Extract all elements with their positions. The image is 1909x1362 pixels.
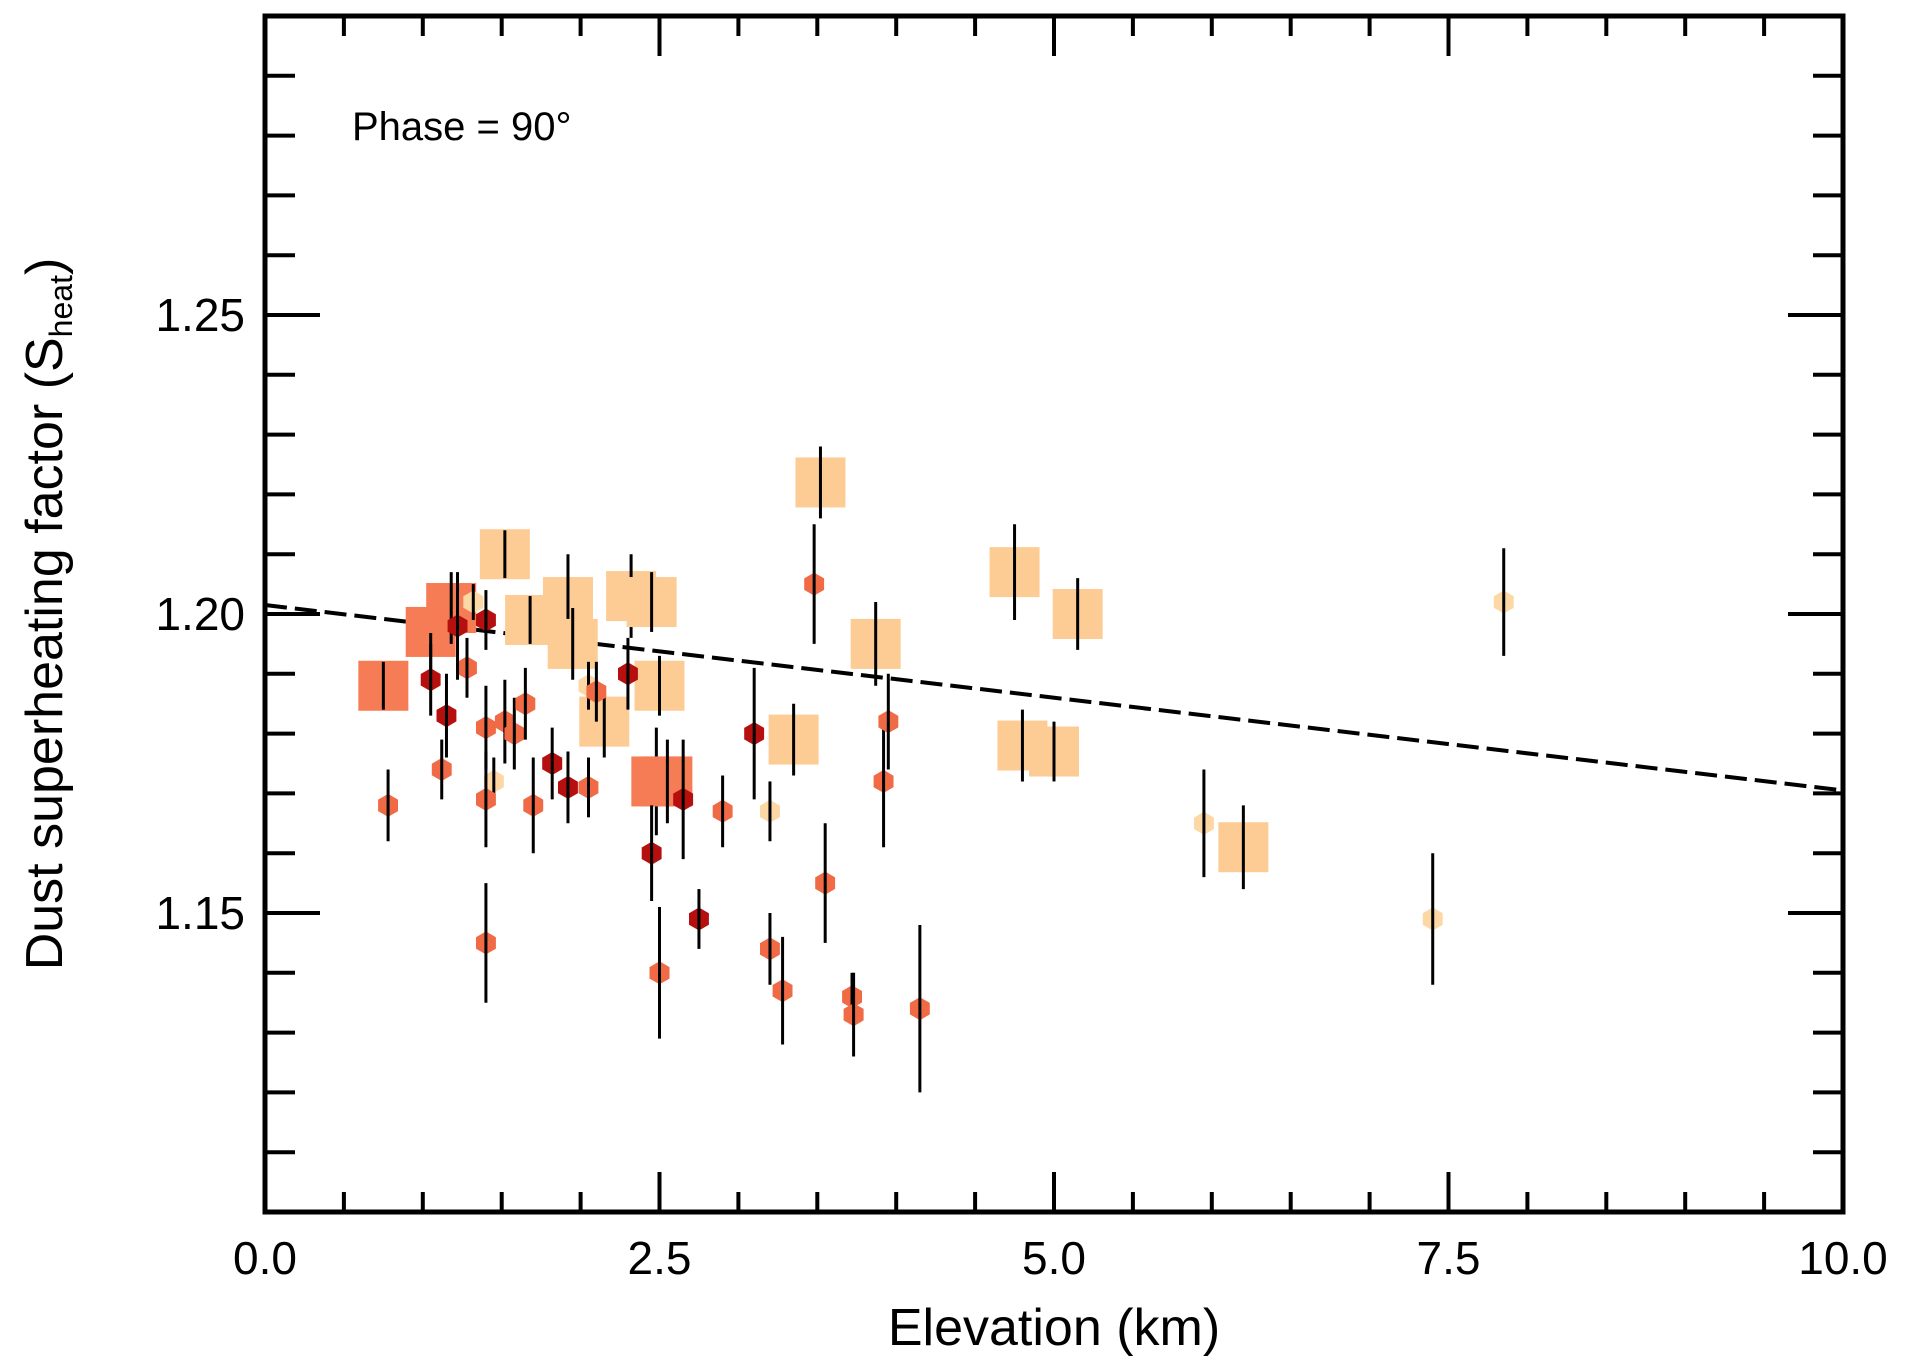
phase-annotation: Phase = 90°	[352, 105, 572, 149]
y-axis-label: Dust superheating factor (Sheat)	[16, 258, 79, 971]
y-tick-label: 1.25	[155, 289, 245, 341]
fit-line	[264, 603, 1844, 793]
fit-line-layer	[264, 603, 1844, 793]
x-tick-label: 10.0	[1798, 1232, 1888, 1284]
y-axis-label-close: )	[16, 258, 74, 275]
series-small-hexagons-dark-	[420, 572, 765, 949]
series-large-squares-light-	[479, 446, 1269, 890]
axis-ticks-layer	[265, 16, 1843, 1212]
series-small-hexagons-light-	[463, 548, 1514, 985]
y-axis-label-subscript: heat	[43, 275, 79, 337]
tick-labels-layer: 0.0 2.5 5.0 7.5 10.0 1.15 1.20 1.25	[155, 289, 1887, 1284]
x-tick-label: 2.5	[628, 1232, 692, 1284]
y-tick-label: 1.20	[155, 588, 245, 640]
x-tick-label: 0.0	[233, 1232, 297, 1284]
data-points-layer	[358, 446, 1514, 1093]
x-tick-label: 5.0	[1022, 1232, 1086, 1284]
y-tick-label: 1.15	[155, 887, 245, 939]
y-axis-label-main: Dust superheating factor (S	[16, 337, 74, 970]
x-axis-label: Elevation (km)	[888, 1299, 1220, 1357]
x-tick-label: 7.5	[1417, 1232, 1481, 1284]
series-small-hexagons-medium-	[378, 524, 930, 1093]
